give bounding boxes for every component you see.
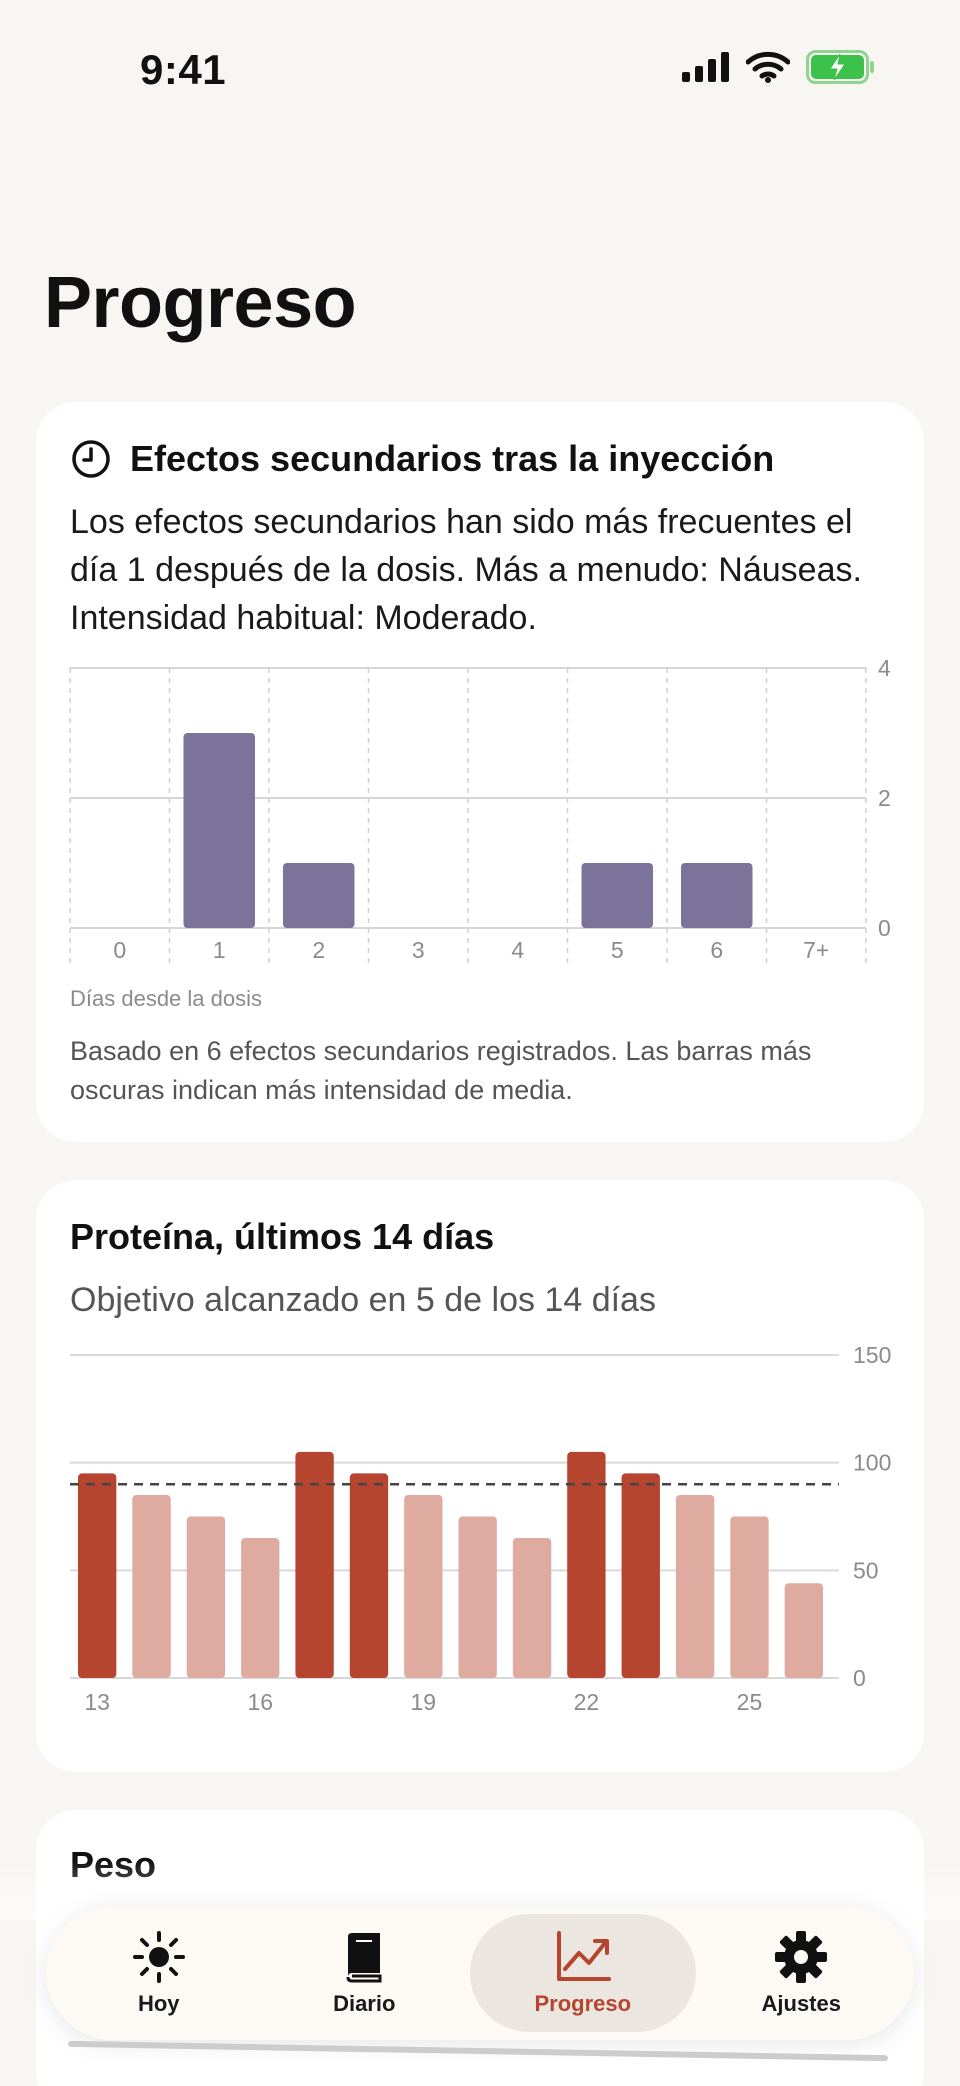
bar-day-25	[730, 1516, 769, 1678]
x-tick-label: 7+	[803, 937, 829, 963]
x-tick-label: 19	[411, 1689, 437, 1715]
x-tick-label: 2	[312, 937, 325, 963]
y-tick-label: 150	[853, 1342, 891, 1368]
tab-bar: Hoy Diario Progreso	[46, 1906, 914, 2040]
bar-day-16	[241, 1538, 280, 1678]
battery-charging-icon	[806, 50, 874, 84]
side-effects-title: Efectos secundarios tras la inyección	[130, 438, 775, 479]
book-icon	[346, 1933, 382, 1983]
bar-day-13	[78, 1473, 117, 1678]
side-effects-chart: 0 2 4 0 1 2 3 4 5 6 7+	[69, 655, 891, 964]
y-tick-label: 0	[853, 1665, 866, 1691]
tab-progreso[interactable]: Progreso	[469, 1914, 696, 2032]
bar-day-14	[132, 1494, 171, 1678]
protein-title: Proteína, últimos 14 días	[70, 1216, 495, 1257]
bar-day-22	[567, 1451, 606, 1678]
status-time: 9:41	[140, 46, 227, 93]
x-tick-label: 25	[737, 1689, 763, 1715]
x-tick-label: 22	[574, 1689, 600, 1715]
y-tick-label: 0	[878, 915, 891, 941]
bar-day-6	[681, 863, 753, 928]
status-bar: 9:41	[0, 0, 960, 140]
bar-day-20	[458, 1516, 497, 1678]
sun-icon	[132, 1931, 185, 1983]
bar-day-23	[621, 1473, 660, 1678]
y-tick-label: 50	[853, 1557, 879, 1583]
x-tick-label: 6	[710, 937, 723, 963]
side-effects-summary: Los efectos secundarios han sido más fre…	[70, 503, 862, 637]
bar-day-18	[349, 1473, 389, 1678]
bar-day-5	[581, 863, 653, 928]
side-effects-footnote: Basado en 6 efectos secundarios registra…	[70, 1036, 812, 1105]
tab-hoy[interactable]: Hoy	[59, 1914, 259, 2032]
bar-day-24	[675, 1494, 715, 1678]
x-tick-label: 13	[84, 1689, 110, 1715]
bar-day-1	[183, 733, 255, 928]
page-title: Progreso	[44, 263, 357, 343]
tab-label-diario: Diario	[333, 1991, 396, 2016]
tab-label-hoy: Hoy	[137, 1991, 180, 2016]
clock-icon	[72, 440, 110, 478]
bar-day-26	[784, 1583, 823, 1678]
bar-day-17	[295, 1451, 334, 1678]
status-icons	[682, 50, 876, 84]
y-tick-label: 2	[878, 785, 891, 811]
signal-icon	[682, 52, 729, 82]
y-tick-label: 4	[878, 655, 891, 681]
bar-day-21	[512, 1538, 552, 1678]
bar-day-2	[283, 863, 355, 928]
protein-card: Proteína, últimos 14 días Objetivo alcan…	[36, 1180, 924, 1772]
x-tick-label: 0	[113, 937, 126, 963]
x-tick-label: 1	[213, 937, 226, 963]
side-effects-axis-caption: Días desde la dosis	[70, 986, 262, 1011]
protein-summary: Objetivo alcanzado en 5 de los 14 días	[70, 1281, 656, 1319]
wifi-icon	[746, 51, 790, 83]
side-effects-header: Efectos secundarios tras la inyección	[70, 438, 774, 480]
y-tick-label: 100	[853, 1450, 891, 1476]
protein-chart: 0 50 100 150 13 16 19 22 25	[70, 1342, 891, 1715]
x-tick-label: 3	[412, 937, 425, 963]
x-tick-label: 16	[247, 1689, 273, 1715]
tab-ajustes[interactable]: Ajustes	[701, 1914, 901, 2032]
chart-icon	[556, 1931, 611, 1981]
tab-label-ajustes: Ajustes	[761, 1991, 841, 2016]
x-tick-label: 5	[611, 937, 624, 963]
gear-icon	[775, 1931, 828, 1983]
bar-day-15	[186, 1516, 226, 1678]
side-effects-card: Efectos secundarios tras la inyección Lo…	[36, 402, 924, 1142]
bar-day-19	[404, 1494, 443, 1678]
protein-header: Proteína, últimos 14 días	[70, 1216, 494, 1258]
tab-diario[interactable]: Diario	[264, 1914, 464, 2032]
tab-label-progreso: Progreso	[534, 1991, 632, 2016]
x-tick-label: 4	[511, 937, 524, 963]
